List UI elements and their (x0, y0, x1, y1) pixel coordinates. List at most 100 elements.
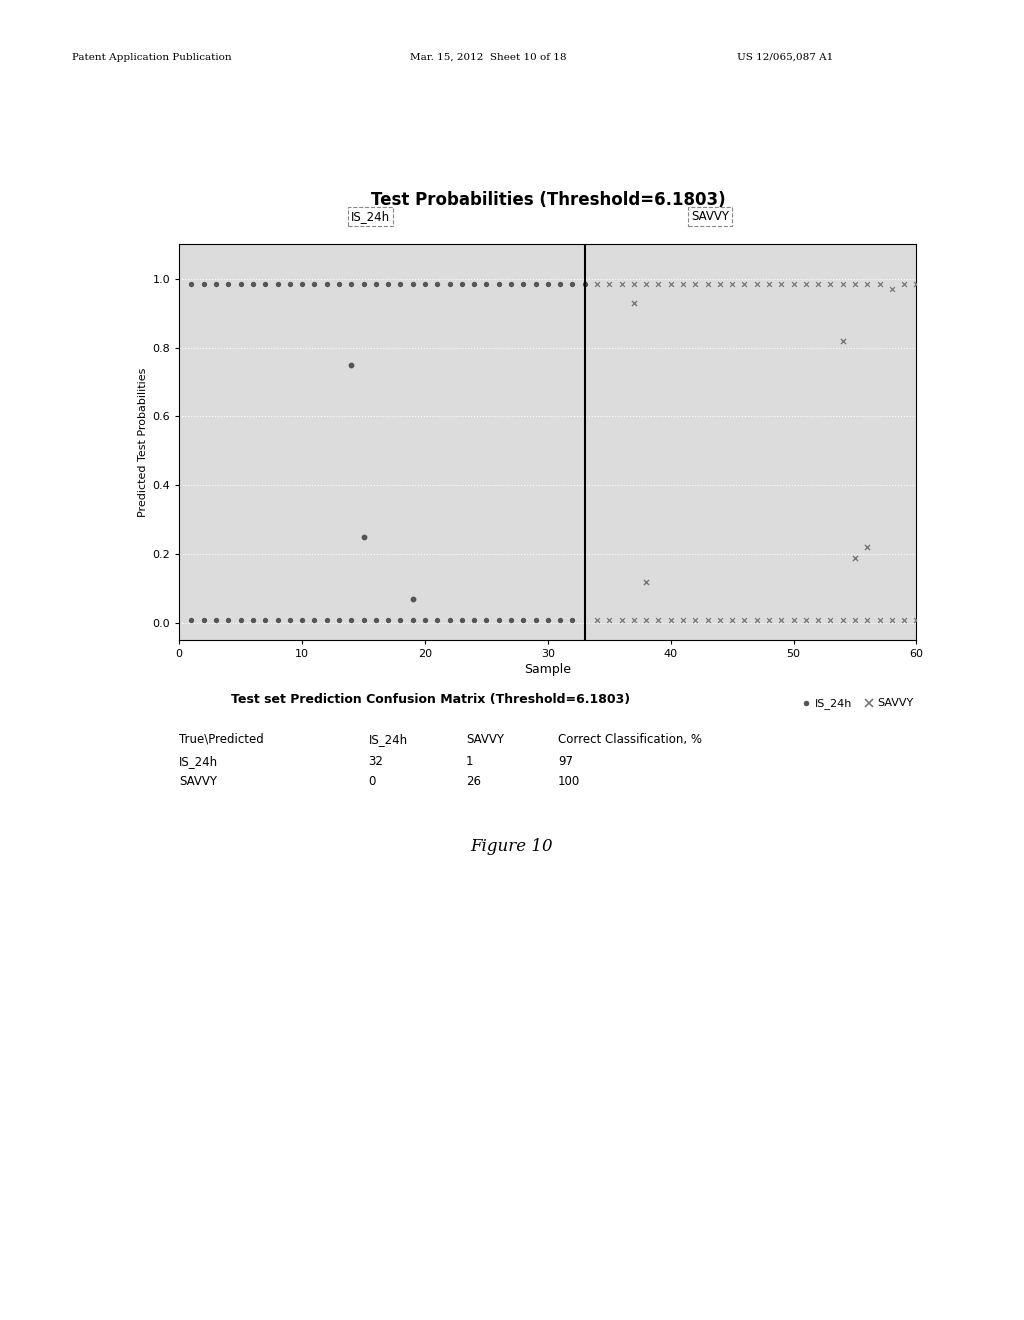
Text: True\Predicted: True\Predicted (179, 733, 264, 746)
Text: SAVVY: SAVVY (691, 210, 729, 223)
Point (699, 273, 716, 294)
Point (343, 609, 359, 630)
Point (343, 273, 359, 294)
Text: 97: 97 (558, 755, 573, 768)
Point (282, 609, 298, 630)
Point (847, 273, 863, 294)
Point (626, 609, 642, 630)
Point (503, 609, 519, 630)
Point (798, 609, 814, 630)
Point (269, 273, 286, 294)
Point (859, 609, 876, 630)
Point (232, 273, 249, 294)
Point (650, 273, 667, 294)
Point (724, 273, 740, 294)
Point (859, 273, 876, 294)
Point (208, 273, 224, 294)
Point (208, 609, 224, 630)
Point (871, 273, 888, 294)
Point (269, 609, 286, 630)
Point (577, 273, 593, 294)
Point (724, 609, 740, 630)
Point (638, 609, 654, 630)
Point (294, 273, 310, 294)
Point (564, 609, 581, 630)
Text: SAVVY: SAVVY (466, 733, 504, 746)
Point (626, 273, 642, 294)
Point (454, 609, 470, 630)
Point (417, 609, 433, 630)
Point (392, 609, 409, 630)
Point (515, 609, 531, 630)
Point (478, 273, 495, 294)
Point (183, 273, 200, 294)
Text: IS_24h: IS_24h (351, 210, 390, 223)
Point (908, 273, 925, 294)
Point (564, 273, 581, 294)
Point (749, 609, 765, 630)
Point (761, 609, 777, 630)
Text: Mar. 15, 2012  Sheet 10 of 18: Mar. 15, 2012 Sheet 10 of 18 (410, 53, 566, 62)
Point (638, 572, 654, 593)
Text: SAVVY: SAVVY (179, 775, 217, 788)
Point (257, 273, 273, 294)
Point (712, 273, 728, 294)
Point (847, 609, 863, 630)
Text: 0: 0 (369, 775, 376, 788)
Point (183, 609, 200, 630)
Point (245, 609, 261, 630)
Point (503, 273, 519, 294)
Point (454, 273, 470, 294)
Point (896, 609, 912, 630)
Text: Test set Prediction Confusion Matrix (Threshold=6.1803): Test set Prediction Confusion Matrix (Th… (230, 693, 630, 706)
Point (835, 273, 851, 294)
Point (712, 609, 728, 630)
Point (220, 609, 237, 630)
Point (736, 273, 753, 294)
Point (613, 609, 630, 630)
Point (908, 609, 925, 630)
Title: Test Probabilities (Threshold=6.1803): Test Probabilities (Threshold=6.1803) (371, 191, 725, 210)
Point (404, 589, 421, 610)
Point (331, 273, 347, 294)
Point (527, 609, 544, 630)
Point (417, 273, 433, 294)
Point (392, 273, 409, 294)
Text: 100: 100 (558, 775, 581, 788)
Text: IS_24h: IS_24h (179, 755, 218, 768)
Text: Correct Classification, %: Correct Classification, % (558, 733, 702, 746)
Point (687, 609, 703, 630)
Point (687, 273, 703, 294)
Point (884, 609, 900, 630)
Point (773, 273, 790, 294)
Point (847, 546, 863, 568)
Point (318, 273, 335, 294)
Point (466, 273, 482, 294)
Point (429, 273, 445, 294)
Point (306, 273, 323, 294)
Point (232, 609, 249, 630)
Point (220, 273, 237, 294)
Point (822, 273, 839, 294)
Point (294, 609, 310, 630)
Text: IS_24h: IS_24h (369, 733, 408, 746)
Text: 32: 32 (369, 755, 384, 768)
Point (810, 273, 826, 294)
Point (835, 609, 851, 630)
Text: US 12/065,087 A1: US 12/065,087 A1 (737, 53, 834, 62)
Point (196, 273, 212, 294)
Point (245, 273, 261, 294)
Point (675, 609, 691, 630)
Point (355, 527, 372, 548)
Point (515, 273, 531, 294)
Point (552, 609, 568, 630)
Point (331, 609, 347, 630)
Point (466, 609, 482, 630)
Point (835, 330, 851, 351)
Text: 26: 26 (466, 775, 481, 788)
Point (196, 609, 212, 630)
Point (773, 609, 790, 630)
Point (540, 609, 556, 630)
Point (257, 609, 273, 630)
Point (490, 273, 507, 294)
